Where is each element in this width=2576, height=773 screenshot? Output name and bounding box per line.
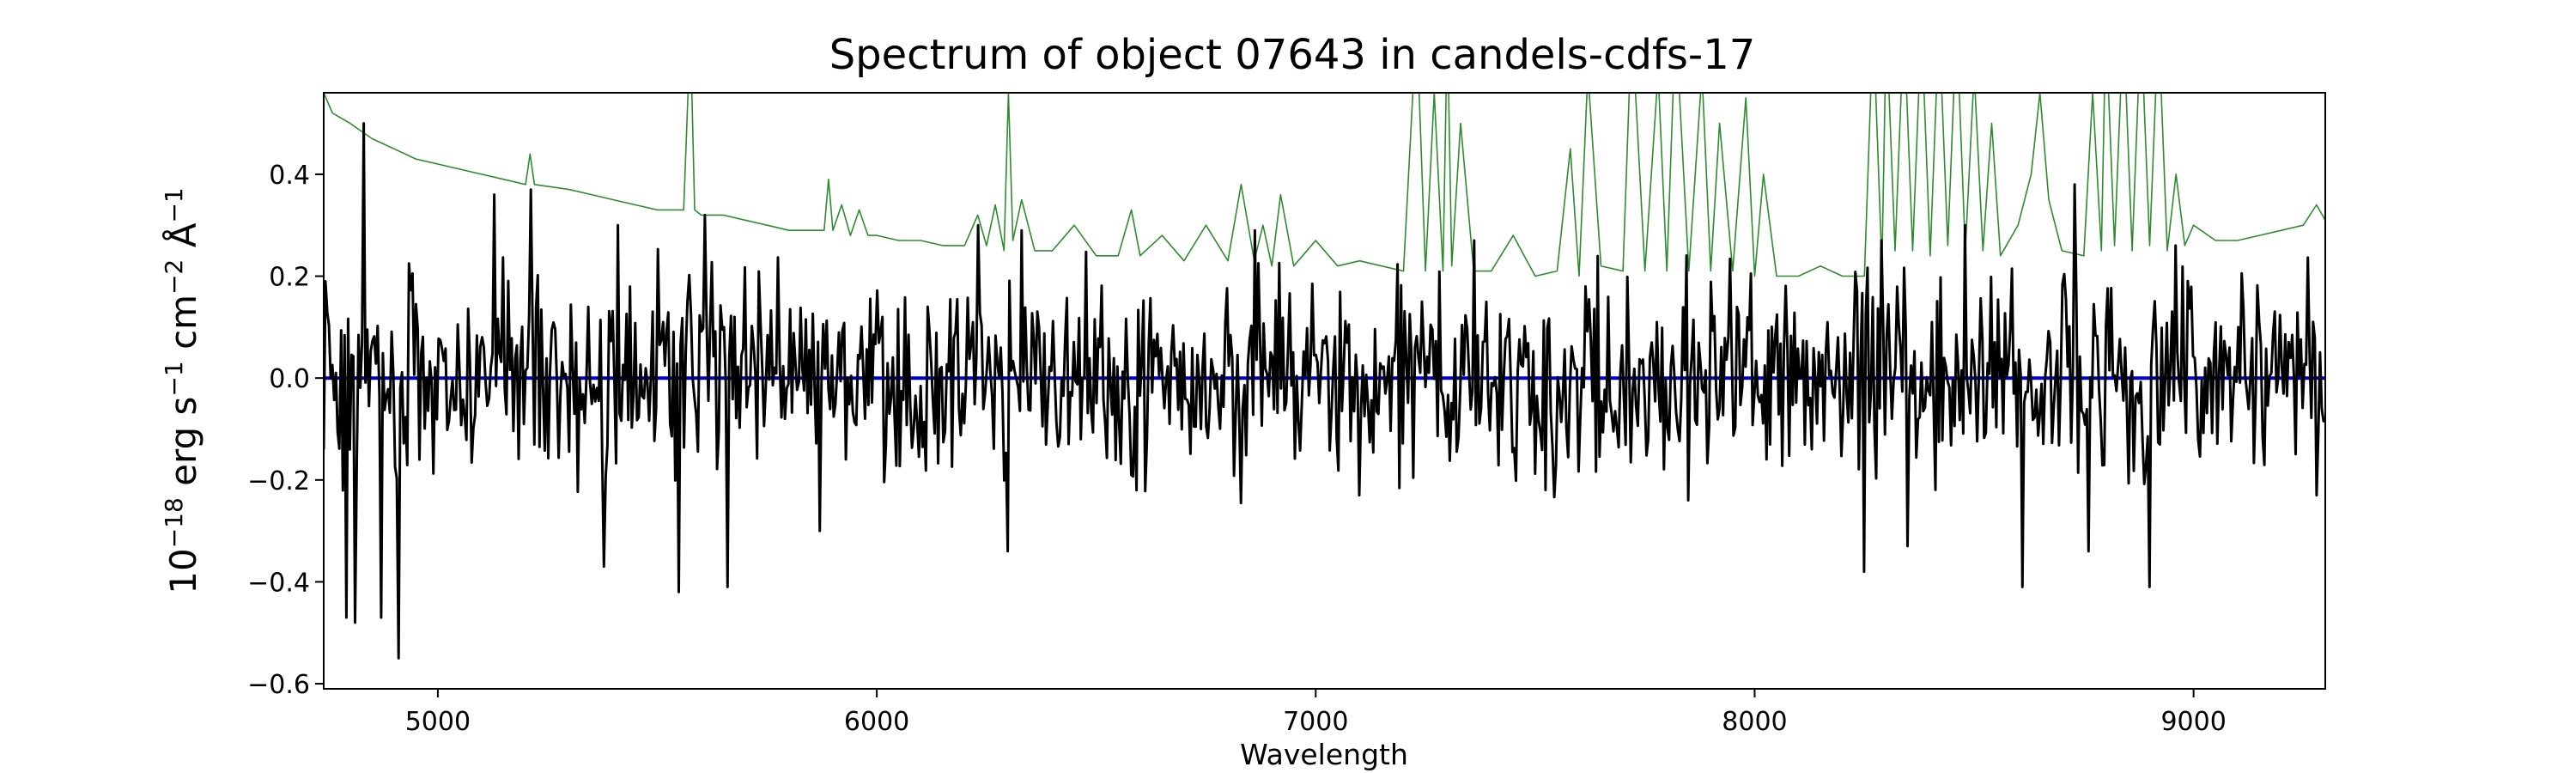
x-axis-label: Wavelength xyxy=(1240,738,1408,771)
y-label-exp-3: −2 xyxy=(160,259,188,295)
chart-title: Spectrum of object 07643 in candels-cdfs… xyxy=(829,31,1756,79)
flux-series-line xyxy=(324,122,2325,660)
x-tick-label: 9000 xyxy=(2160,707,2226,737)
y-axis: 0.4 0.2 0.0 −0.2 −0.4 −0.6 xyxy=(247,161,324,700)
y-label-erg: erg s xyxy=(162,397,204,498)
y-label-cm: cm xyxy=(162,295,204,361)
plot-area xyxy=(323,92,2326,690)
x-axis: 5000 6000 7000 8000 9000 xyxy=(405,689,2227,737)
y-axis-label: 10−18 erg s−1 cm−2 Å−1 xyxy=(160,187,204,593)
x-tick-label: 5000 xyxy=(405,707,471,737)
y-label-exp-1: −18 xyxy=(160,497,188,548)
y-tick-label: 0.0 xyxy=(269,364,310,394)
y-label-exp-2: −1 xyxy=(160,361,188,396)
y-tick-label: −0.2 xyxy=(247,466,310,496)
y-tick-label: 0.4 xyxy=(269,161,310,191)
y-tick-label: 0.2 xyxy=(269,263,310,293)
x-tick-label: 7000 xyxy=(1283,707,1348,737)
x-tick-label: 8000 xyxy=(1722,707,1787,737)
y-label-unit: Å xyxy=(161,222,204,259)
y-tick-label: −0.6 xyxy=(247,670,310,700)
error-series-line xyxy=(324,93,2325,277)
x-tick-label: 6000 xyxy=(844,707,909,737)
y-label-base: 10 xyxy=(162,548,204,593)
y-tick-label: −0.4 xyxy=(247,568,310,598)
y-label-exp-4: −1 xyxy=(160,187,188,222)
plot-frame xyxy=(323,92,2326,690)
